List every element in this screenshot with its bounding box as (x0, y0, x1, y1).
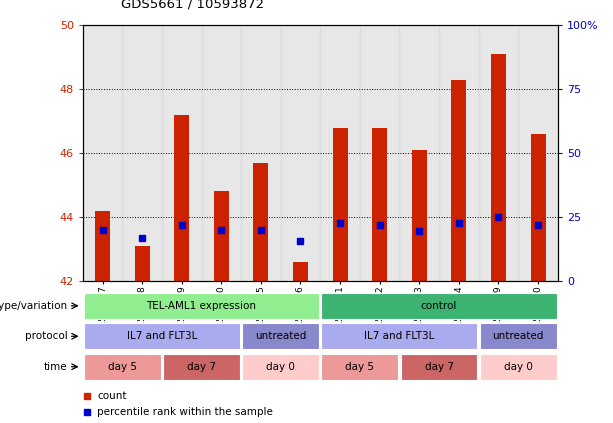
Bar (202, 25, 241, 281)
Text: TEL-AML1 expression: TEL-AML1 expression (147, 301, 256, 311)
Text: genotype/variation: genotype/variation (0, 301, 67, 311)
FancyBboxPatch shape (401, 354, 478, 379)
Text: control: control (421, 301, 457, 311)
FancyBboxPatch shape (321, 354, 398, 379)
Bar (162, 25, 202, 281)
Text: protocol: protocol (25, 331, 67, 341)
Bar (412, 150, 427, 281)
Text: day 5: day 5 (108, 362, 137, 372)
Bar (123, 25, 162, 281)
Bar (214, 192, 229, 281)
Text: GDS5661 / 10593872: GDS5661 / 10593872 (121, 0, 264, 11)
Bar (83, 25, 123, 281)
Text: IL7 and FLT3L: IL7 and FLT3L (127, 331, 197, 341)
FancyBboxPatch shape (163, 354, 240, 379)
FancyBboxPatch shape (84, 324, 240, 349)
Bar (439, 25, 479, 281)
FancyBboxPatch shape (84, 293, 319, 319)
Bar (530, 134, 546, 281)
Bar (479, 25, 518, 281)
Text: untreated: untreated (255, 331, 306, 341)
Text: day 5: day 5 (345, 362, 375, 372)
FancyBboxPatch shape (480, 324, 557, 349)
Text: day 0: day 0 (266, 362, 295, 372)
Bar (241, 25, 281, 281)
Bar (135, 246, 150, 281)
FancyBboxPatch shape (242, 354, 319, 379)
Bar (253, 163, 268, 281)
Bar (321, 25, 360, 281)
Bar (372, 128, 387, 281)
Bar (281, 25, 321, 281)
Bar (174, 115, 189, 281)
Bar (360, 25, 400, 281)
FancyBboxPatch shape (480, 354, 557, 379)
Bar (518, 25, 558, 281)
Bar (95, 211, 110, 281)
FancyBboxPatch shape (321, 324, 478, 349)
Bar (333, 128, 348, 281)
Bar (491, 54, 506, 281)
FancyBboxPatch shape (242, 324, 319, 349)
Bar (293, 262, 308, 281)
FancyBboxPatch shape (84, 354, 161, 379)
Text: count: count (97, 391, 126, 401)
Bar (400, 25, 439, 281)
Text: time: time (44, 362, 67, 372)
Text: IL7 and FLT3L: IL7 and FLT3L (364, 331, 435, 341)
Text: day 7: day 7 (425, 362, 454, 372)
Text: day 7: day 7 (187, 362, 216, 372)
Text: untreated: untreated (493, 331, 544, 341)
FancyBboxPatch shape (321, 293, 557, 319)
Text: day 0: day 0 (504, 362, 533, 372)
Text: percentile rank within the sample: percentile rank within the sample (97, 407, 273, 417)
Bar (451, 80, 466, 281)
